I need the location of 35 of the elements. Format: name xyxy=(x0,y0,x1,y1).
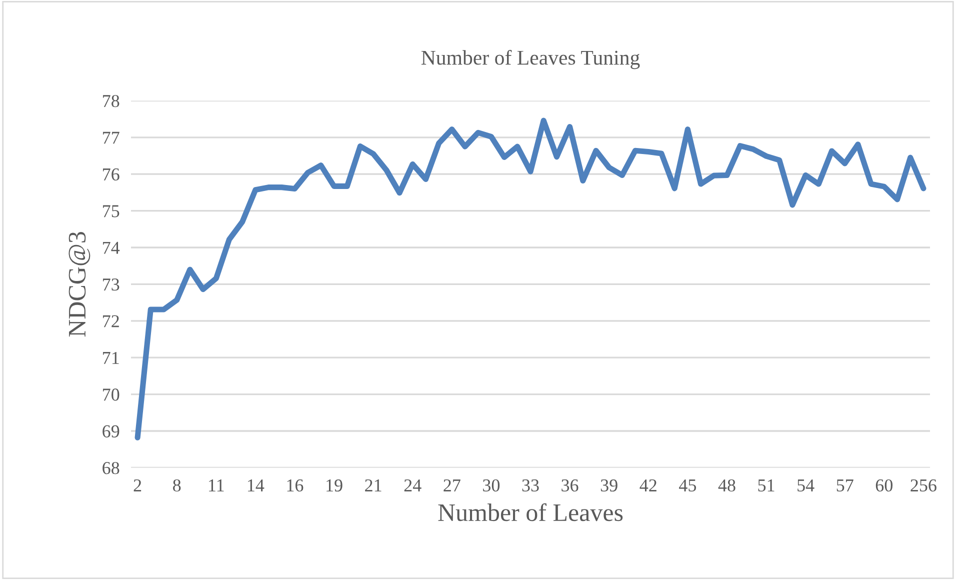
x-tick-label: 256 xyxy=(910,479,936,492)
chart-title: Number of Leaves Tuning xyxy=(421,50,640,70)
x-tick-label: 60 xyxy=(876,479,892,492)
x-tick-label: 16 xyxy=(287,479,304,492)
x-tick-label: 19 xyxy=(326,479,342,492)
y-tick-label: 70 xyxy=(103,388,120,401)
x-axis-title: Number of Leaves xyxy=(438,503,623,522)
x-tick-label: 42 xyxy=(640,479,656,492)
x-tick-label: 33 xyxy=(522,479,539,492)
x-tick-label: 54 xyxy=(798,479,814,492)
x-tick-label: 27 xyxy=(444,479,460,492)
x-tick-label: 36 xyxy=(562,479,578,492)
y-tick-label: 74 xyxy=(103,242,120,254)
x-tick-label: 48 xyxy=(718,479,736,492)
y-tick-label: 72 xyxy=(103,315,119,328)
y-tick-label: 68 xyxy=(102,462,120,474)
y-tick-label: 75 xyxy=(103,205,120,218)
x-tick-label: 45 xyxy=(679,479,696,492)
x-tick-label: 57 xyxy=(836,480,854,492)
y-tick-label: 73 xyxy=(103,278,120,291)
x-tick-label: 8 xyxy=(173,479,181,492)
x-tick-label: 21 xyxy=(365,479,382,492)
y-tick-label: 71 xyxy=(103,352,119,364)
y-tick-label: 77 xyxy=(103,132,120,144)
x-tick-label: 2 xyxy=(134,479,142,492)
x-tick-label: 11 xyxy=(209,479,224,492)
x-tick-label: 24 xyxy=(404,479,422,492)
y-tick-label: 69 xyxy=(102,425,120,438)
x-tick-label: 30 xyxy=(483,479,500,492)
x-tick-label: 39 xyxy=(600,479,618,492)
y-tick-label: 76 xyxy=(103,168,120,181)
y-axis-title: NDCG@3 xyxy=(68,232,90,337)
y-tick-label: 78 xyxy=(103,94,120,108)
x-tick-label: 51 xyxy=(758,479,774,492)
x-tick-label: 14 xyxy=(248,479,264,492)
